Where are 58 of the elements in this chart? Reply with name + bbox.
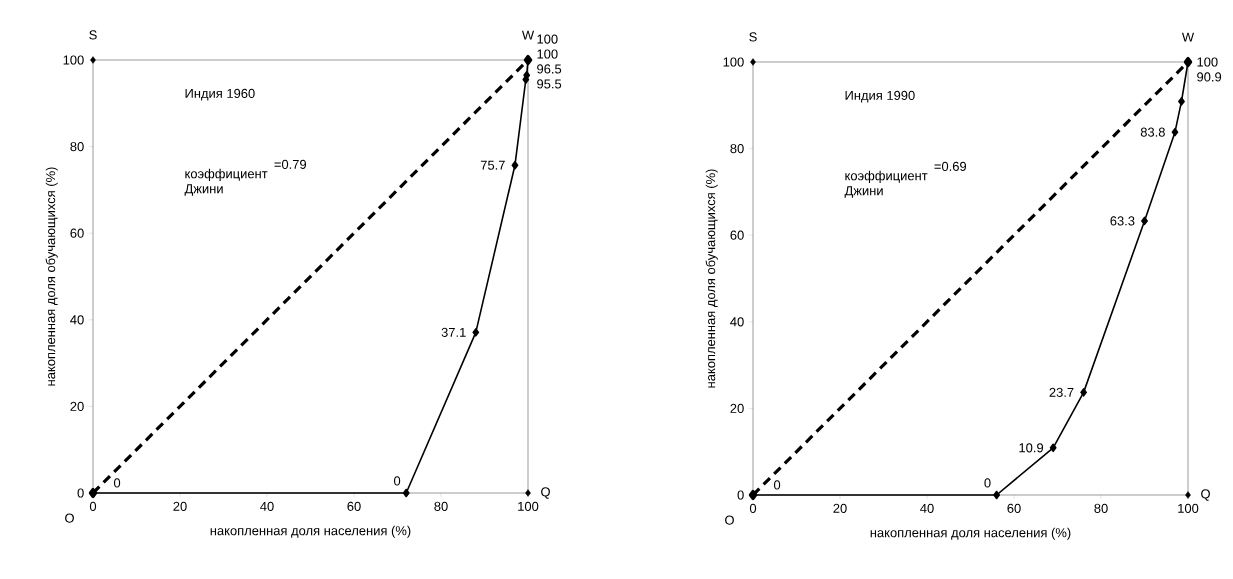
x-tick-label: 80 [1094, 503, 1108, 513]
data-label: 83.8 [1140, 127, 1165, 137]
data-label: 100 [1197, 57, 1218, 67]
y-tick-label: 0 [77, 488, 84, 498]
y-tick-label: 0 [737, 490, 744, 500]
text: Индия 1990 [845, 90, 915, 103]
x-tick-label: 100 [518, 501, 539, 511]
text: S [89, 30, 97, 40]
data-label: 100 [537, 34, 558, 44]
annotation: =0.69 [934, 161, 967, 171]
y-tick-label: 40 [730, 317, 744, 327]
data-label: 10.9 [1019, 443, 1044, 453]
x-axis-title: накопленная доля населения (%) [210, 525, 411, 538]
data-label: 100 [537, 49, 558, 59]
text: Q [541, 487, 550, 499]
text: Индия 1960 [185, 88, 255, 101]
data-label: 63.3 [1110, 216, 1135, 226]
text: Q [1201, 489, 1210, 501]
x-tick-label: 40 [260, 501, 274, 511]
y-tick-label: 80 [730, 144, 744, 154]
data-label: 90.9 [1197, 72, 1222, 82]
text: O [725, 515, 734, 525]
x-axis-title: накопленная доля населения (%) [870, 527, 1071, 540]
y-tick-label: 80 [70, 142, 84, 152]
data-label: 95.5 [537, 79, 562, 89]
data-label: 0 [393, 476, 401, 486]
x-tick-label: 20 [833, 503, 847, 513]
data-label: 23.7 [1049, 387, 1074, 397]
data-label: 0 [113, 478, 121, 488]
x-tick-label: 40 [920, 503, 934, 513]
text: O [65, 513, 74, 523]
annotation: =0.79 [274, 159, 307, 169]
x-tick-label: 100 [1178, 503, 1199, 513]
x-tick-label: 60 [1007, 503, 1021, 513]
text: W [1181, 32, 1195, 42]
y-tick-label: 20 [730, 403, 744, 413]
text: S [749, 32, 757, 42]
y-axis-title: накопленная доля обучающихся (%) [45, 167, 58, 386]
x-tick-label: 60 [347, 501, 361, 511]
data-label: 75.7 [480, 160, 505, 170]
annotation: коэффициент Джини [844, 170, 928, 198]
data-label: 0 [773, 480, 781, 490]
y-tick-label: 60 [730, 230, 744, 240]
annotation: коэффициент Джини [184, 168, 268, 196]
data-label: 96.5 [537, 64, 562, 74]
data-label: 37.1 [441, 327, 466, 337]
x-tick-label: 0 [89, 501, 97, 511]
y-tick-label: 60 [70, 228, 84, 238]
data-label: 0 [984, 478, 991, 488]
x-tick-label: 80 [434, 501, 448, 511]
y-tick-label: 100 [723, 57, 744, 67]
y-axis-title: накопленная доля обучающихся (%) [705, 169, 718, 388]
x-tick-label: 0 [749, 503, 757, 513]
text: W [521, 30, 535, 40]
y-tick-label: 20 [70, 401, 84, 411]
x-tick-label: 20 [173, 501, 187, 511]
y-tick-label: 40 [70, 315, 84, 325]
y-tick-label: 100 [63, 55, 84, 65]
